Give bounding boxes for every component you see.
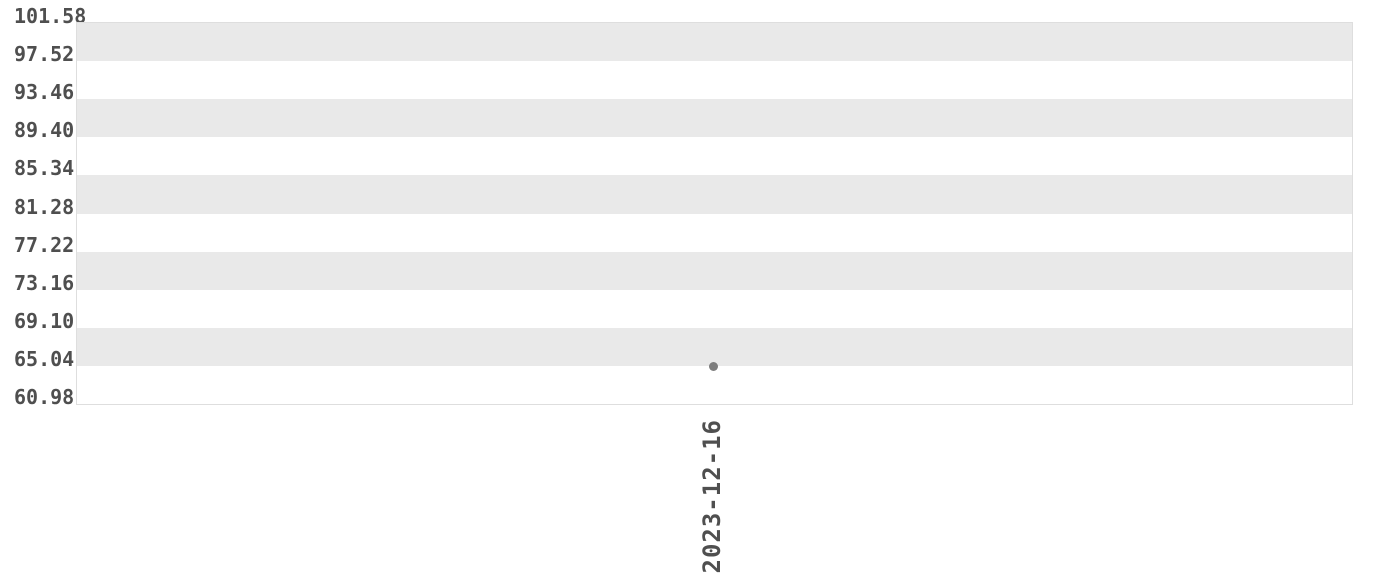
y-tick-label: 73.16	[14, 270, 75, 295]
y-tick-label: 69.10	[14, 308, 75, 333]
y-tick-label: 85.34	[14, 156, 75, 181]
y-tick-label: 60.98	[14, 385, 75, 409]
grid-band	[77, 23, 1352, 62]
grid-band	[77, 61, 1352, 101]
y-tick-label: 97.52	[14, 42, 75, 67]
plot-area	[76, 22, 1353, 405]
grid-band	[77, 213, 1352, 253]
y-tick-label: 101.58	[14, 4, 87, 28]
y-tick-label: 81.28	[14, 194, 75, 219]
grid-band	[77, 137, 1352, 177]
y-tick-label: 89.40	[14, 118, 75, 143]
grid-band	[77, 99, 1352, 139]
grid-band	[77, 365, 1352, 404]
data-point	[709, 361, 718, 371]
y-tick-label: 65.04	[14, 346, 75, 371]
grid-band	[77, 289, 1352, 329]
x-tick-label: 2023-12-16	[697, 419, 726, 574]
y-tick-label: 93.46	[14, 80, 75, 105]
grid-band	[77, 251, 1352, 291]
y-tick-label: 77.22	[14, 232, 75, 257]
grid-band	[77, 327, 1352, 367]
grid-band	[77, 175, 1352, 215]
